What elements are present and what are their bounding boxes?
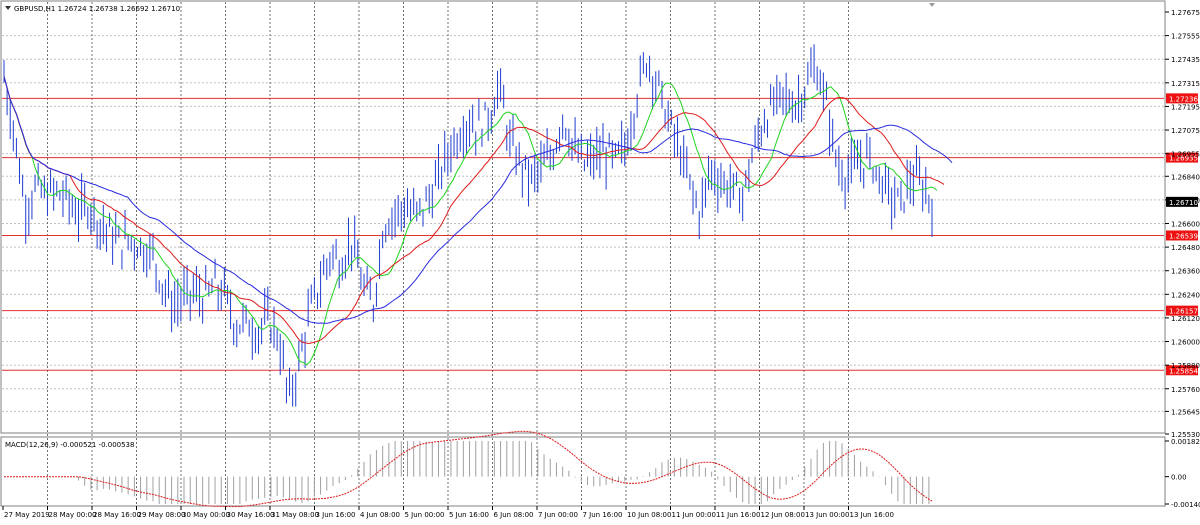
time-tick-label: 29 May 08:00: [138, 511, 186, 519]
time-tick-label: 30 May 16:00: [227, 511, 275, 519]
price-tick-label: 1.27315: [1171, 80, 1200, 88]
price-tick-label: 1.27195: [1171, 103, 1200, 111]
time-tick-label: 4 Jun 08:00: [360, 511, 400, 519]
symbol-dropdown-icon[interactable]: [5, 6, 11, 10]
symbol-header: GBPUSD,H1 1.26724 1.26738 1.26692 1.2671…: [14, 5, 180, 13]
level-price-label: 1.25854: [1169, 367, 1198, 375]
ma-mid-line: [3, 76, 945, 345]
time-tick-label: 7 Jun 00:00: [538, 511, 578, 519]
macd-indicator: 0.001829 0.00 -0.001403: [4, 430, 1200, 509]
level-price-label: 1.27236: [1169, 95, 1198, 103]
time-tick-label: 5 Jun 00:00: [405, 511, 445, 519]
time-tick-label: 30 May 00:00: [182, 511, 230, 519]
level-price-label: 1.26935: [1169, 155, 1198, 163]
price-tick-label: 1.26360: [1171, 268, 1200, 276]
time-tick-label: 6 Jun 08:00: [494, 511, 534, 519]
price-tick-label: 1.27435: [1171, 56, 1200, 64]
time-tick-label: 13 Jun 16:00: [850, 511, 894, 519]
ma-fast-line: [3, 76, 938, 366]
level-price-label: 1.26539: [1169, 232, 1198, 240]
time-tick-label: 11 Jun 00:00: [672, 511, 716, 519]
macd-tick-label: 0.001829: [1171, 438, 1200, 446]
price-tick-label: 1.26840: [1171, 173, 1200, 181]
shift-marker-icon[interactable]: [929, 3, 935, 7]
ma-slow-line: [3, 76, 953, 324]
time-tick-label: 13 Jun 00:00: [805, 511, 849, 519]
price-tick-label: 1.27555: [1171, 33, 1200, 41]
level-price-badge: [1166, 152, 1198, 163]
time-tick-label: 3 Jun 16:00: [316, 511, 356, 519]
time-tick-label: 27 May 2019: [4, 511, 50, 519]
moving-averages: [3, 76, 953, 366]
macd-pane[interactable]: [0, 436, 1166, 507]
time-tick-label: 5 Jun 16:00: [449, 511, 489, 519]
price-tick-label: 1.26000: [1171, 339, 1200, 347]
price-tick-label: 1.25760: [1171, 386, 1200, 394]
price-tick-label: 1.26240: [1171, 291, 1200, 299]
horizontal-levels: 1.27236 1.26935 1.26539 1.26157 1.25854: [2, 93, 1198, 376]
price-tick-label: 1.26480: [1171, 244, 1200, 252]
time-tick-label: 10 Jun 08:00: [627, 511, 671, 519]
price-axis: 1.27675 1.27555 1.27435 1.27315 1.27195 1.270…: [1165, 9, 1200, 439]
time-tick-label: 7 Jun 16:00: [583, 511, 623, 519]
macd-header: MACD(12,26,9) -0.000521 -0.000538: [5, 441, 134, 449]
level-price-badge: [1166, 230, 1198, 241]
macd-signal-line: [4, 430, 933, 508]
price-tick-label: 1.27075: [1171, 127, 1200, 135]
level-price-badge: [1166, 93, 1198, 104]
level-price-label: 1.26157: [1169, 308, 1198, 316]
time-tick-label: 12 Jun 08:00: [761, 511, 805, 519]
current-price-badge: [1166, 196, 1198, 207]
time-tick-label: 31 May 08:00: [271, 511, 319, 519]
time-tick-label: 28 May 16:00: [93, 511, 141, 519]
macd-tick-label: 0.00: [1171, 474, 1187, 482]
price-pane[interactable]: [0, 0, 1166, 434]
price-tick-label: 1.26120: [1171, 315, 1200, 323]
level-price-badge: [1166, 305, 1198, 316]
level-price-badge: [1166, 365, 1198, 376]
price-candles: [3, 44, 933, 407]
price-tick-label: 1.26600: [1171, 220, 1200, 228]
price-tick-label: 1.27675: [1171, 9, 1200, 17]
price-tick-label: 1.25530: [1171, 431, 1200, 439]
time-tick-label: 28 May 00:00: [49, 511, 97, 519]
current-price-label: 1.26710: [1169, 199, 1198, 207]
macd-tick-label: -0.001403: [1171, 501, 1200, 509]
price-tick-label: 1.25880: [1171, 362, 1200, 370]
price-tick-label: 1.25645: [1171, 408, 1200, 416]
price-tick-label: 1.26955: [1171, 151, 1200, 159]
time-tick-label: 11 Jun 16:00: [716, 511, 760, 519]
